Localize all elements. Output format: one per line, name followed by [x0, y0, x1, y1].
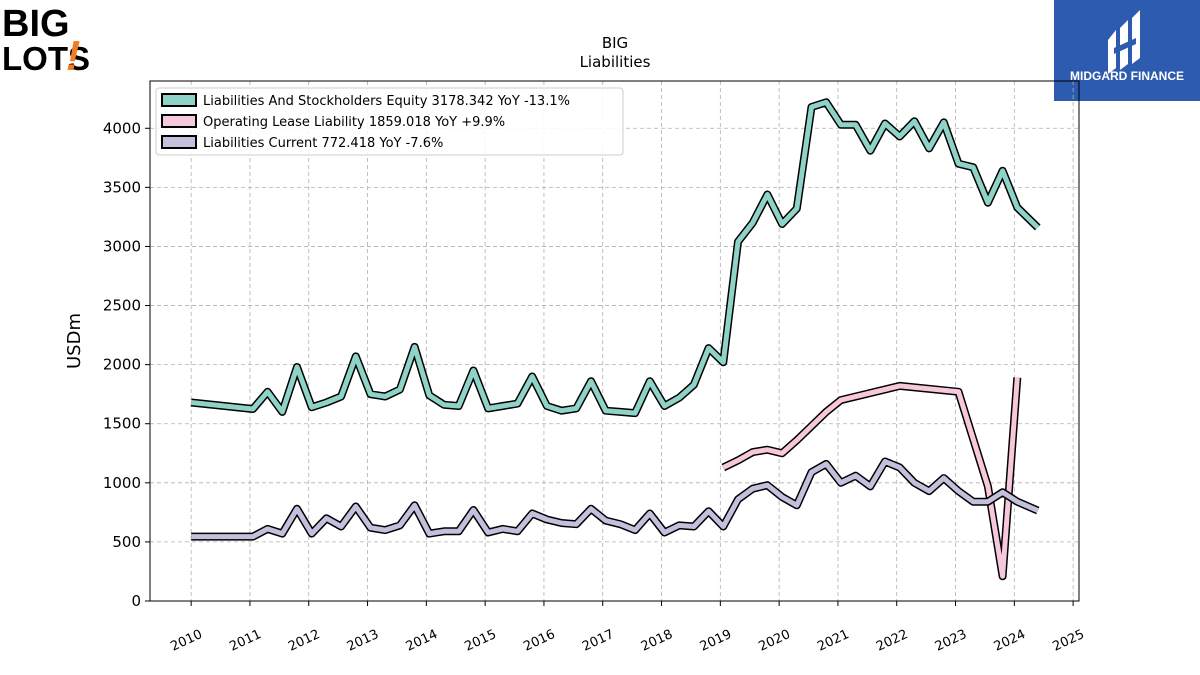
x-tick-label: 2022 — [874, 627, 910, 655]
y-tick-label: 2500 — [103, 297, 141, 315]
y-tick-label: 500 — [112, 533, 141, 551]
legend-swatch — [161, 93, 197, 107]
x-tick-label: 2017 — [580, 627, 616, 655]
x-tick-label: 2014 — [404, 627, 440, 655]
x-tick-label: 2013 — [345, 627, 381, 655]
grid-lines — [150, 81, 1079, 602]
x-tick-label: 2016 — [521, 627, 557, 655]
plot-frame — [149, 80, 1080, 602]
y-tick-label: 1500 — [103, 415, 141, 433]
x-tick-label: 2012 — [286, 627, 322, 655]
x-tick-label: 2018 — [639, 627, 675, 655]
logo-big-text: BIG — [2, 3, 70, 45]
x-tick-label: 2019 — [698, 627, 734, 655]
legend-entry-label: Operating Lease Liability 1859.018 YoY +… — [203, 115, 505, 130]
y-tick-label: 3500 — [103, 178, 141, 196]
midgard-finance-logo: MIDGARD FINANCE — [1054, 0, 1200, 101]
y-axis-ticks: 0 500 1000 1500 2000 2500 3000 3500 4000 — [103, 119, 150, 610]
chart-title: BIG — [602, 34, 628, 52]
y-tick-label: 0 — [131, 592, 141, 610]
x-tick-label: 2020 — [756, 627, 792, 655]
legend-swatch — [161, 114, 197, 128]
x-tick-label: 2023 — [933, 627, 969, 655]
x-axis-ticks: 2010 2011 2012 2013 2014 2015 2016 2017 2018 2019… — [169, 601, 1087, 655]
y-tick-label: 3000 — [103, 237, 141, 255]
legend-entry-label: Liabilities Current 772.418 YoY -7.6% — [203, 136, 443, 151]
series-line-0 — [190, 99, 1040, 416]
legend-box — [155, 87, 624, 156]
x-tick-label: 2015 — [463, 627, 499, 655]
chart-subtitle: Liabilities — [580, 53, 651, 71]
x-tick-label: 2025 — [1050, 627, 1086, 655]
y-tick-label: 2000 — [103, 356, 141, 374]
series-outline-1 — [721, 377, 1022, 581]
x-tick-label: 2011 — [227, 627, 263, 655]
y-tick-label: 4000 — [103, 119, 141, 137]
series-line-2 — [191, 459, 1039, 540]
y-tick-label: 1000 — [103, 474, 141, 492]
legend: Liabilities And Stockholders Equity 3178… — [155, 87, 624, 156]
x-tick-label: 2024 — [992, 627, 1028, 655]
big-lots-logo: BIG LOTS ! — [2, 2, 102, 79]
logo-lots-text: LOTS — [2, 40, 90, 76]
series-lines — [190, 98, 1041, 581]
legend-swatch — [161, 135, 197, 149]
y-axis-label: USDm — [64, 313, 85, 369]
series-line-1 — [722, 377, 1020, 579]
x-tick-label: 2010 — [169, 627, 205, 655]
midgard-finance-text: MIDGARD FINANCE — [1070, 69, 1184, 83]
x-tick-label: 2021 — [815, 627, 851, 655]
midgard-emblem-icon — [1108, 10, 1140, 74]
legend-entry-label: Liabilities And Stockholders Equity 3178… — [203, 94, 570, 109]
